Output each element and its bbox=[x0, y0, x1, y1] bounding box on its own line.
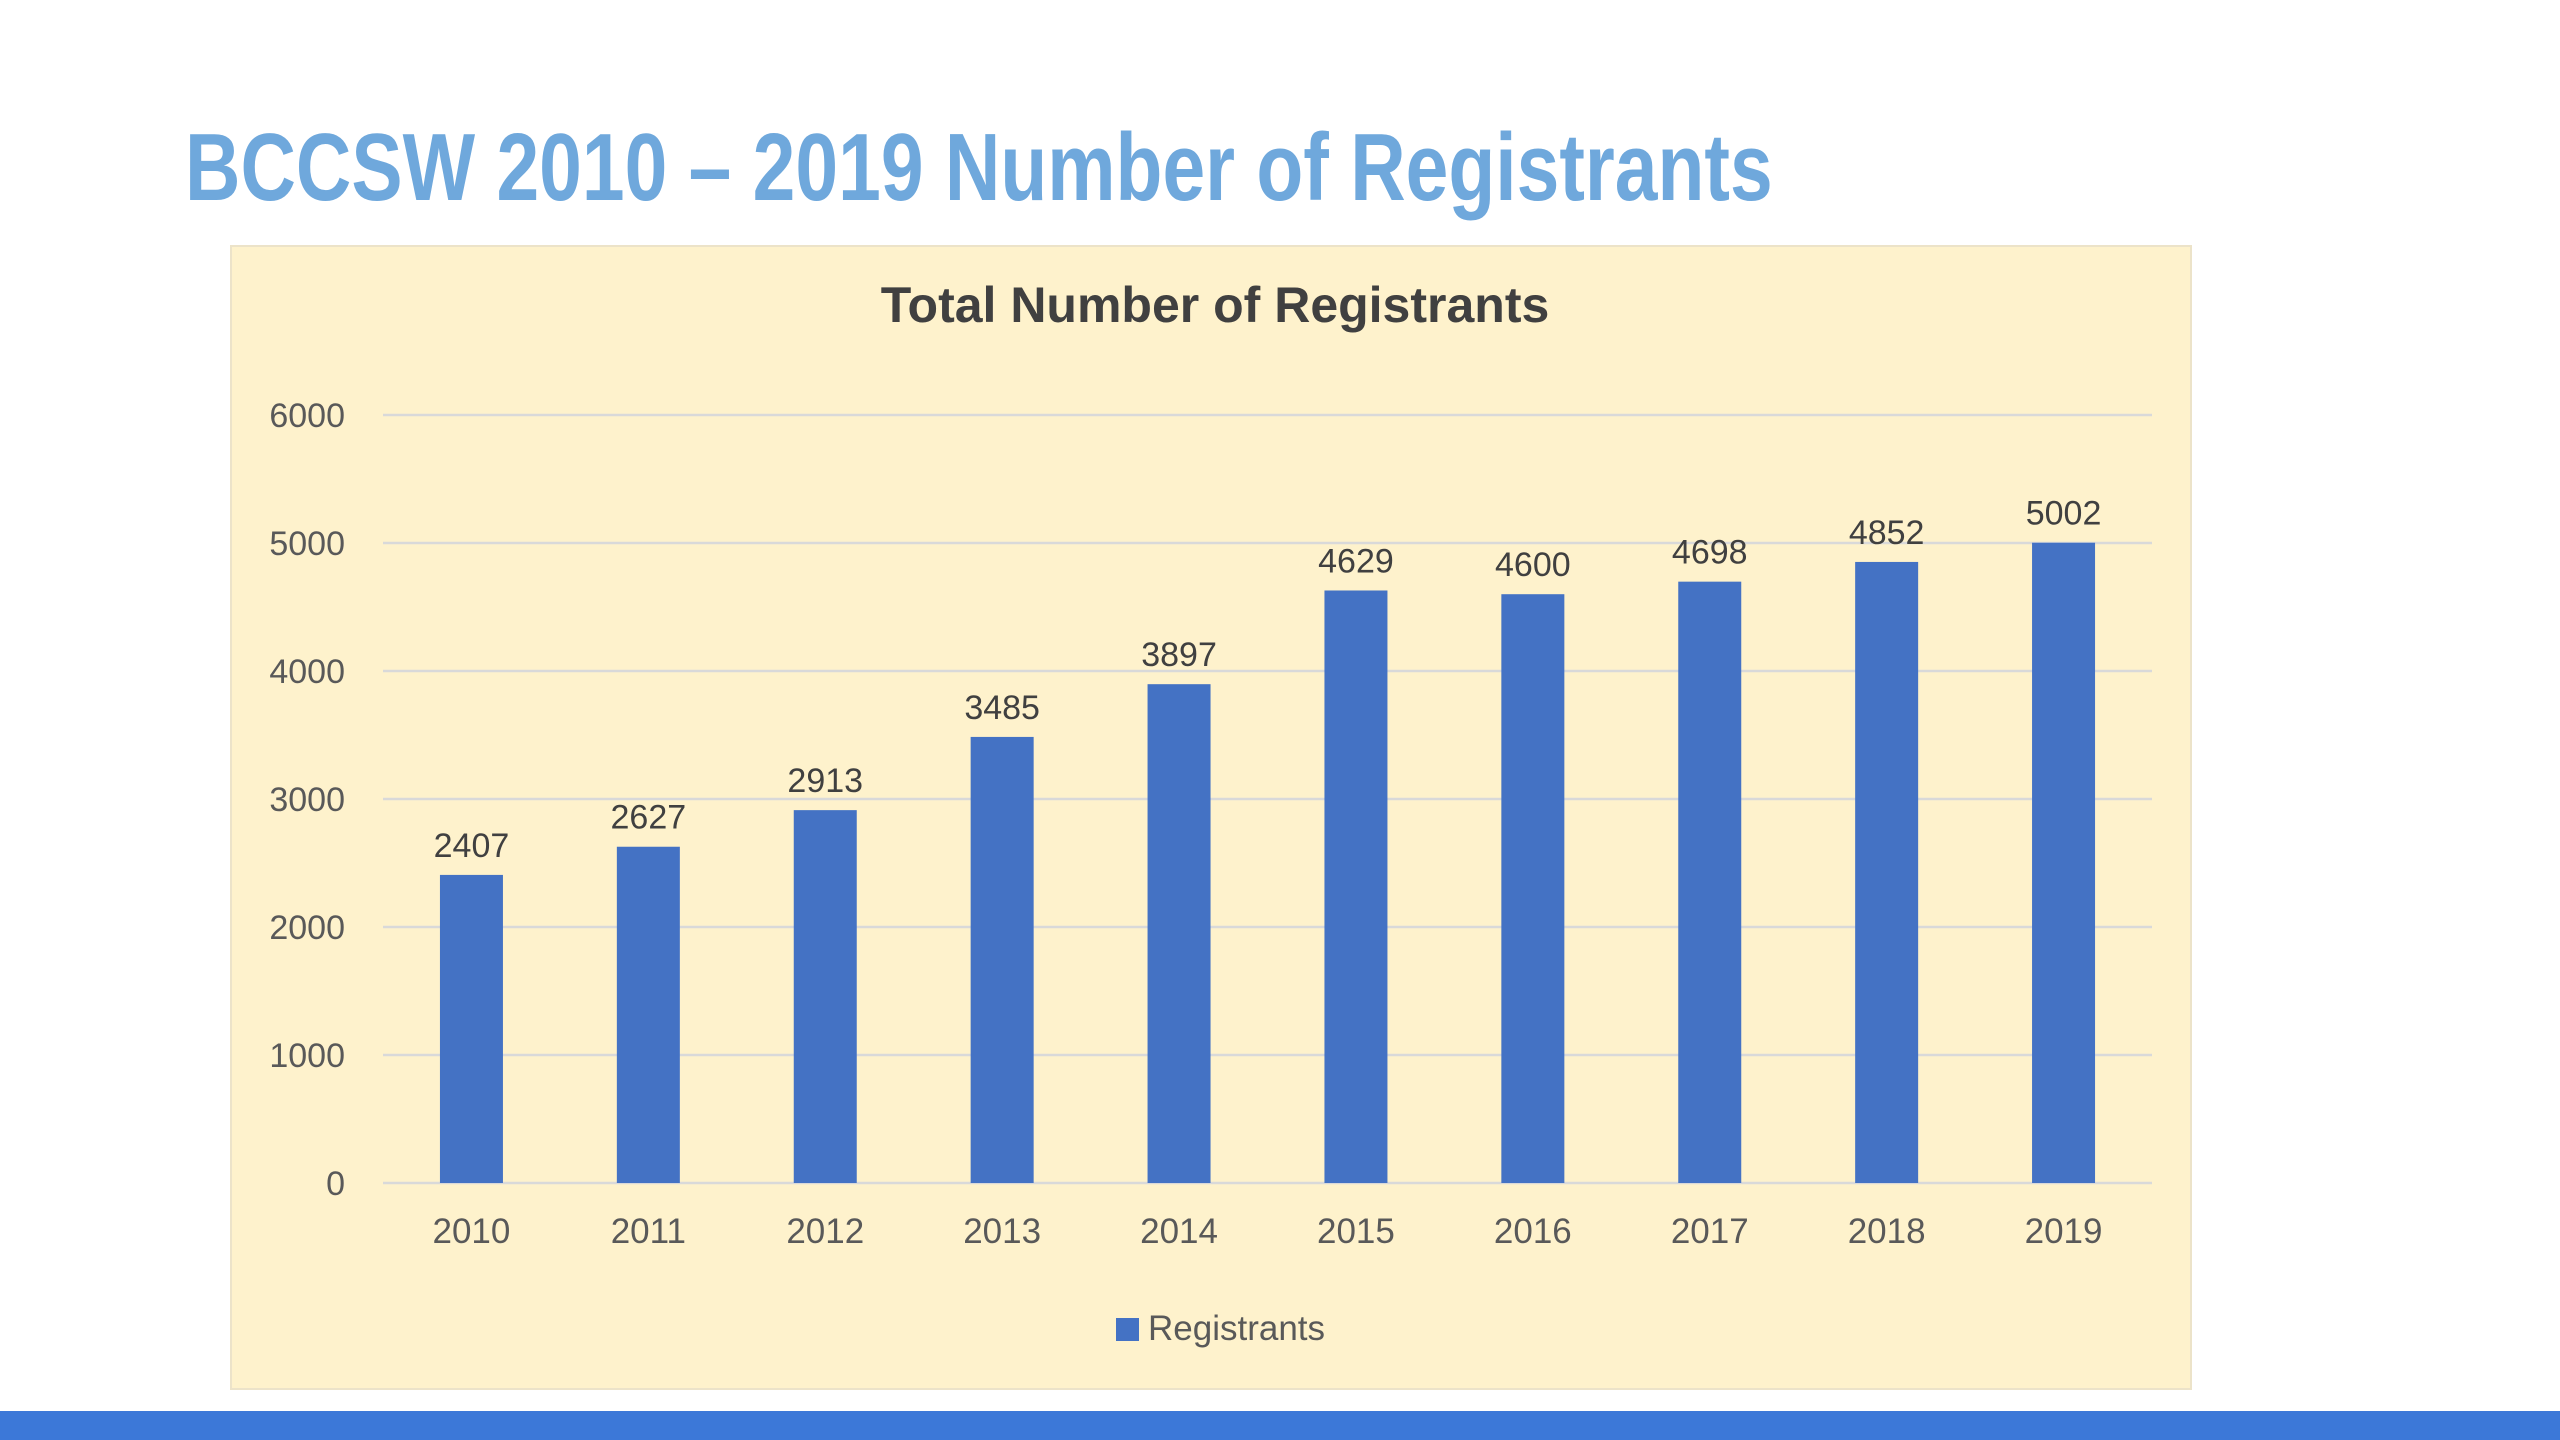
bar-2014 bbox=[1147, 684, 1211, 1183]
data-label-2019: 5002 bbox=[2026, 495, 2102, 533]
bottom-accent-bar bbox=[0, 1411, 2560, 1440]
data-label-2016: 4600 bbox=[1495, 546, 1571, 584]
x-tick-label-2013: 2013 bbox=[963, 1212, 1041, 1251]
y-tick-label: 0 bbox=[326, 1165, 345, 1203]
y-tick-label: 5000 bbox=[269, 525, 345, 563]
x-tick-label-2015: 2015 bbox=[1317, 1212, 1395, 1251]
slide-title: BCCSW 2010 – 2019 Number of Registrants bbox=[185, 114, 1773, 221]
data-label-2011: 2627 bbox=[611, 799, 687, 837]
bar-2011 bbox=[616, 846, 680, 1183]
bar-2019 bbox=[2032, 542, 2096, 1183]
y-axis-tick-labels: 0 1000 2000 3000 4000 5000 6000 bbox=[269, 397, 345, 1203]
data-label-2012: 2913 bbox=[787, 762, 863, 800]
bar-2015 bbox=[1324, 590, 1388, 1183]
bar-2017 bbox=[1678, 581, 1742, 1183]
bar-chart: Total Number of Registrants 0 1000 2000 300… bbox=[269, 277, 2152, 1348]
y-tick-label: 2000 bbox=[269, 909, 345, 947]
data-label-2017: 4698 bbox=[1672, 534, 1748, 572]
x-tick-label-2010: 2010 bbox=[433, 1212, 511, 1251]
data-label-2015: 4629 bbox=[1318, 542, 1394, 580]
x-axis-tick-labels: 2010 2011 2012 2013 2014 2015 2016 2017 2018 2019 bbox=[433, 1212, 2103, 1251]
legend: Registrants bbox=[1116, 1309, 1325, 1348]
chart-title: Total Number of Registrants bbox=[881, 277, 1550, 333]
bar-data-labels: 2407 2627 2913 3485 3897 4629 4600 4698 4852 5002 bbox=[434, 495, 2102, 865]
y-tick-label: 1000 bbox=[269, 1037, 345, 1075]
y-tick-label: 4000 bbox=[269, 653, 345, 691]
y-tick-label: 3000 bbox=[269, 781, 345, 819]
bar-2010 bbox=[439, 874, 503, 1183]
x-tick-label-2016: 2016 bbox=[1494, 1212, 1572, 1251]
bar-2016 bbox=[1501, 594, 1565, 1183]
chart-panel: Total Number of Registrants 0 1000 2000 300… bbox=[230, 245, 2192, 1390]
x-tick-label-2017: 2017 bbox=[1671, 1212, 1749, 1251]
bars bbox=[439, 542, 2096, 1183]
legend-label-registrants: Registrants bbox=[1148, 1309, 1325, 1348]
data-label-2010: 2407 bbox=[434, 827, 510, 865]
legend-swatch bbox=[1116, 1318, 1139, 1341]
x-tick-label-2012: 2012 bbox=[786, 1212, 864, 1251]
data-label-2014: 3897 bbox=[1141, 636, 1217, 674]
x-tick-label-2011: 2011 bbox=[611, 1212, 686, 1251]
bar-2013 bbox=[970, 736, 1034, 1183]
data-label-2013: 3485 bbox=[964, 689, 1040, 727]
x-tick-label-2014: 2014 bbox=[1140, 1212, 1218, 1251]
y-tick-label: 6000 bbox=[269, 397, 345, 435]
bar-2012 bbox=[793, 810, 857, 1183]
x-tick-label-2019: 2019 bbox=[2025, 1212, 2103, 1251]
bar-2018 bbox=[1855, 561, 1919, 1183]
x-tick-label-2018: 2018 bbox=[1848, 1212, 1926, 1251]
data-label-2018: 4852 bbox=[1849, 514, 1925, 552]
